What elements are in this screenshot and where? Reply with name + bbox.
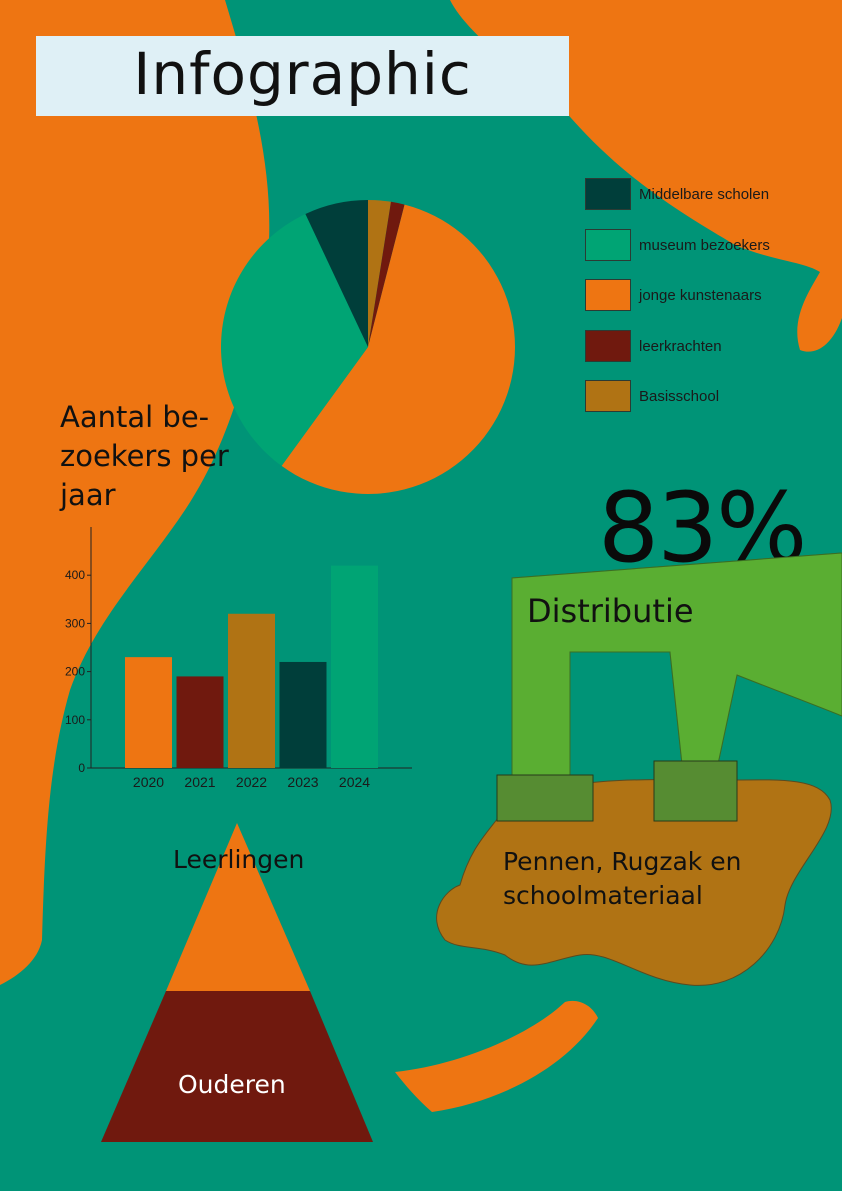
left-wheel-front: [496, 774, 594, 822]
legend-item: Middelbare scholen: [585, 178, 825, 212]
y-tick-label: 400: [65, 568, 85, 582]
bar-title-line: zoekers per: [60, 439, 229, 473]
y-tick-label: 100: [65, 713, 85, 727]
pie-slice: [220, 213, 368, 466]
bar-title-line: jaar: [60, 478, 116, 512]
lime-truck-body-front: [511, 552, 842, 777]
bar-chart-title: Aantal be- zoekers per jaar: [60, 398, 229, 515]
bar: [125, 657, 172, 768]
x-tick-label: 2024: [339, 774, 370, 790]
pyramid-bottom: [101, 991, 373, 1142]
legend-swatch: [585, 229, 631, 261]
pie-slice: [368, 200, 391, 347]
pyramid-top: [166, 823, 310, 991]
bar: [176, 676, 224, 768]
legend-swatch: [585, 279, 631, 311]
pie-slice: [281, 204, 516, 495]
y-tick-label: 300: [65, 616, 85, 630]
bar: [331, 565, 378, 768]
legend-label: museum bezoekers: [639, 237, 770, 254]
x-tick-label: 2022: [236, 774, 267, 790]
legend-label: jonge kunstenaars: [639, 287, 762, 304]
legend-item: jonge kunstenaars: [585, 279, 825, 313]
bar: [228, 613, 275, 768]
pie-chart: [220, 200, 516, 495]
title-banner: Infographic: [36, 36, 569, 116]
y-tick-label: 0: [78, 761, 85, 775]
legend-label: leerkrachten: [639, 338, 722, 355]
bar-title-line: Aantal be-: [60, 400, 210, 434]
pyramid-top-label: Leerlingen: [173, 845, 305, 874]
pie-slice: [305, 200, 368, 347]
right-wheel-front: [653, 760, 738, 822]
school-label-line: schoolmateriaal: [503, 881, 703, 910]
legend-swatch: [585, 330, 631, 362]
legend-swatch: [585, 380, 631, 412]
pie-slice: [368, 201, 405, 347]
legend-label: Basisschool: [639, 388, 720, 405]
x-tick-label: 2023: [287, 774, 318, 790]
page-title: Infographic: [133, 40, 472, 108]
x-tick-label: 2021: [184, 774, 215, 790]
orange-left-blob: [0, 0, 270, 985]
legend-item: leerkrachten: [585, 330, 825, 364]
bar: [279, 661, 327, 768]
legend-item: Basisschool: [585, 380, 825, 414]
bar-chart: 0 100 200 300 400 2020 2021 2022 2023 2024: [65, 527, 412, 790]
y-tick-label: 200: [65, 665, 85, 679]
legend-item: museum bezoekers: [585, 229, 825, 263]
orange-bottom-swoosh: [395, 1000, 598, 1112]
distribution-label: Distributie: [527, 592, 694, 630]
school-materials-label: Pennen, Rugzak en schoolmateriaal: [503, 845, 741, 913]
school-label-line: Pennen, Rugzak en: [503, 847, 742, 876]
legend-swatch: [585, 178, 631, 210]
legend-label: Middelbare scholen: [639, 186, 770, 203]
x-tick-label: 2020: [133, 774, 164, 790]
pyramid-bottom-label: Ouderen: [178, 1070, 286, 1099]
